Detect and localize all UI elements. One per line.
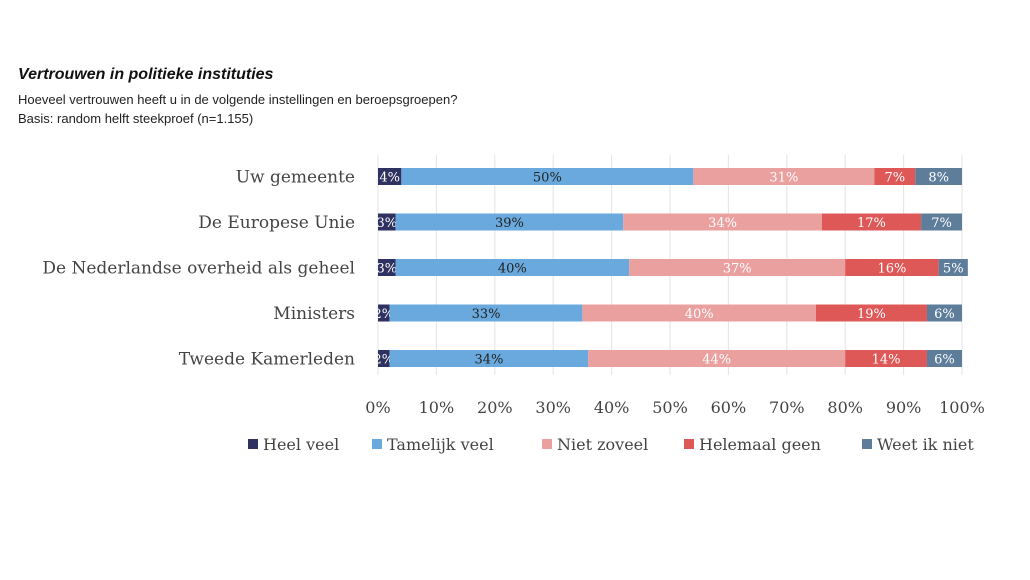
legend-swatch (542, 439, 552, 449)
data-label: 37% (723, 262, 752, 277)
legend-label: Weet ik niet (877, 435, 974, 454)
category-label: Ministers (273, 304, 355, 324)
data-label: 3% (376, 216, 397, 231)
bar-segment (821, 213, 922, 231)
chart-title: Vertrouwen in politieke instituties (18, 66, 274, 83)
bar-segment (845, 350, 927, 367)
bar-segment (378, 213, 396, 231)
data-label: 2% (374, 353, 395, 368)
bar-segment (378, 168, 402, 185)
legend-label: Heel veel (263, 435, 339, 454)
chart-subtitle: Hoeveel vertrouwen heeft u in de volgend… (18, 92, 458, 107)
legend: Heel veel Tamelijk veel Niet zoveel Helemaa… (248, 435, 974, 454)
x-tick-label: 40% (594, 398, 630, 417)
data-label: 4% (379, 171, 400, 186)
bar-segment (378, 304, 390, 322)
bar-segment (582, 304, 816, 322)
bar-segment (938, 259, 968, 276)
x-tick-label: 60% (711, 398, 747, 417)
data-label: 6% (934, 307, 955, 322)
data-label: 5% (943, 262, 964, 277)
bar-segment (921, 213, 962, 231)
x-tick-label: 90% (886, 398, 922, 417)
legend-label: Niet zoveel (557, 435, 648, 454)
bar-segment (401, 168, 694, 185)
category-label: De Nederlandse overheid als geheel (42, 259, 355, 279)
x-tick-label: 10% (419, 398, 455, 417)
chart-note: Basis: random helft steekproef (n=1.155) (18, 111, 254, 126)
bar-segment (629, 259, 846, 276)
category-label: Tweede Kamerleden (179, 350, 355, 370)
data-label: 19% (857, 307, 886, 322)
bar-segment (693, 168, 875, 185)
bar-segment (874, 168, 916, 185)
bar-segment (389, 304, 583, 322)
legend-swatch (372, 439, 382, 449)
bar-segment (926, 350, 962, 367)
data-label: 3% (376, 262, 397, 277)
data-label: 17% (857, 216, 886, 231)
x-tick-label: 30% (535, 398, 571, 417)
data-label: 40% (685, 307, 714, 322)
data-label: 31% (769, 171, 798, 186)
x-tick-label: 20% (477, 398, 513, 417)
category-label: De Europese Unie (198, 213, 355, 233)
data-label: 40% (498, 262, 527, 277)
legend-label: Tamelijk veel (387, 435, 494, 454)
legend-swatch (862, 439, 872, 449)
bar-segment (378, 350, 390, 367)
data-label: 34% (708, 216, 737, 231)
data-label: 34% (475, 353, 504, 368)
data-label: 14% (872, 353, 901, 368)
data-label: 16% (877, 262, 906, 277)
x-tick-label: 80% (827, 398, 863, 417)
bars: 4% 50% 31% 7% 8% 3% 39% 34% 17% 7% 3% 40% 37% 16% 5% 2%… (374, 168, 968, 368)
x-axis-ticks: 0% 10% 20% 30% 40% 50% 60% 70% 80% 90% 100% (365, 398, 985, 417)
bar-segment (389, 350, 589, 367)
data-label: 7% (931, 216, 952, 231)
data-label: 8% (928, 171, 949, 186)
x-tick-label: 70% (769, 398, 805, 417)
data-label: 44% (702, 353, 731, 368)
bar-segment (378, 259, 396, 276)
bar-segment (926, 304, 962, 322)
bar-segment (623, 213, 822, 231)
bar-segment (395, 213, 624, 231)
x-tick-label: 0% (365, 398, 390, 417)
bar-segment (588, 350, 846, 367)
x-tick-label: 100% (939, 398, 985, 417)
data-label: 33% (472, 307, 501, 322)
category-label: Uw gemeente (236, 168, 355, 188)
category-labels: Uw gemeente De Europese Unie De Nederlands… (42, 168, 355, 370)
bar-segment (395, 259, 630, 276)
data-label: 2% (374, 307, 395, 322)
bar-segment (816, 304, 927, 322)
legend-swatch (684, 439, 694, 449)
data-label: 50% (533, 171, 562, 186)
data-label: 7% (885, 171, 906, 186)
bar-segment (915, 168, 962, 185)
legend-label: Helemaal geen (699, 435, 821, 454)
data-label: 39% (495, 216, 524, 231)
bar-segment (845, 259, 939, 276)
data-label: 6% (934, 353, 955, 368)
legend-swatch (248, 439, 258, 449)
x-tick-label: 50% (652, 398, 688, 417)
